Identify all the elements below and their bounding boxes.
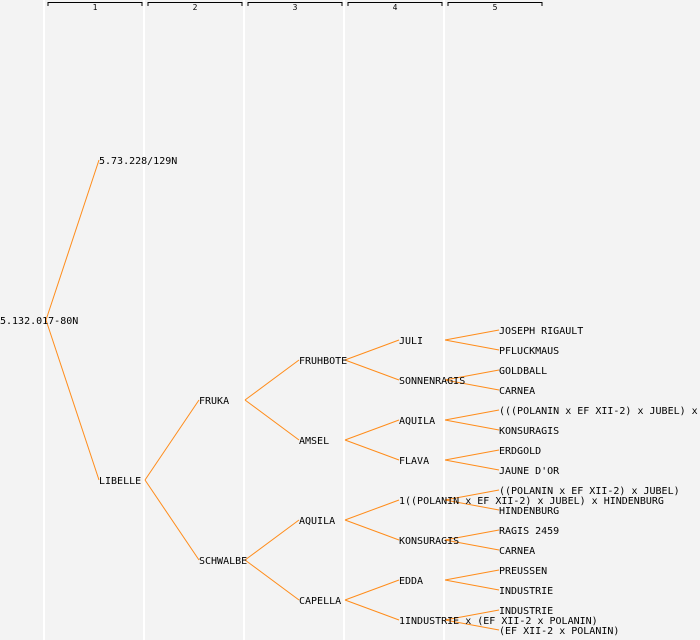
pedigree-edge: [244, 559, 300, 601]
node-label: FRUKA: [199, 396, 229, 407]
node-label: 5.132.017-80N: [0, 316, 78, 327]
node-label: KONSURAGIS: [399, 536, 459, 547]
node-label: RAGIS 2459: [499, 526, 559, 537]
pedigree-edge: [444, 369, 500, 381]
pedigree-edge: [444, 569, 500, 581]
node-label: KONSURAGIS: [499, 426, 559, 437]
pedigree-edge: [344, 339, 400, 361]
node-label: 1INDUSTRIE x (EF XII-2 x POLANIN): [399, 616, 598, 627]
node-label: GOLDBALL: [499, 366, 547, 377]
node-label: EDDA: [399, 576, 423, 587]
node-label: INDUSTRIE: [499, 606, 553, 617]
node-label: PFLUCKMAUS: [499, 346, 559, 357]
node-label: SCHWALBE: [199, 556, 247, 567]
pedigree-edge: [244, 399, 300, 441]
pedigree-edge: [45, 319, 100, 481]
generation-bracket: [347, 2, 443, 6]
node-label: 5.73.228/129N: [99, 156, 177, 167]
pedigree-edge: [344, 599, 400, 621]
generation-label: 4: [393, 3, 398, 12]
node-label: SONNENRAGIS: [399, 376, 465, 387]
pedigree-edge: [444, 489, 500, 501]
pedigree-edge: [244, 519, 300, 561]
node-label: JOSEPH RIGAULT: [499, 326, 583, 337]
node-label: LIBELLE: [99, 476, 141, 487]
node-label: ERDGOLD: [499, 446, 541, 457]
node-label: FLAVA: [399, 456, 429, 467]
node-label: JAUNE D'OR: [499, 466, 560, 477]
pedigree-edge: [444, 449, 500, 461]
pedigree-edge: [45, 159, 100, 321]
node-label: JULI: [399, 336, 423, 347]
node-label: INDUSTRIE: [499, 586, 553, 597]
pedigree-edge: [344, 519, 400, 541]
pedigree-edge: [444, 499, 500, 511]
pedigree-edge: [444, 409, 500, 421]
pedigree-edge: [344, 579, 400, 601]
node-label: 1((POLANIN x EF XII-2) x JUBEL) x HINDEN…: [399, 496, 664, 507]
pedigree-edge: [344, 419, 400, 441]
node-label: (EF XII-2 x POLANIN): [499, 626, 619, 637]
node-label: AQUILA: [299, 516, 335, 527]
generation-label: 3: [293, 3, 298, 12]
generation-label: 1: [93, 3, 98, 12]
pedigree-edge: [344, 359, 400, 381]
pedigree-edge: [444, 329, 500, 341]
pedigree-edge: [444, 379, 500, 391]
pedigree-edge: [244, 359, 300, 401]
pedigree-edge: [144, 479, 200, 561]
node-label: CARNEA: [499, 546, 535, 557]
node-label: (((POLANIN x EF XII-2) x JUBEL) x: [499, 406, 698, 417]
generation-bracket: [447, 2, 543, 6]
pedigree-edge: [444, 419, 500, 431]
pedigree-edge: [344, 439, 400, 461]
generation-bracket: [147, 2, 243, 6]
pedigree-edge: [344, 499, 400, 521]
pedigree-edge: [444, 459, 500, 471]
pedigree-edge: [444, 619, 500, 631]
node-label: CARNEA: [499, 386, 535, 397]
node-label: FRUHBOTE: [299, 356, 347, 367]
node-label: CAPELLA: [299, 596, 341, 607]
node-label: AQUILA: [399, 416, 435, 427]
generation-bracket: [247, 2, 343, 6]
node-label: ((POLANIN x EF XII-2) x JUBEL): [499, 486, 680, 497]
generation-label: 5: [493, 3, 498, 12]
pedigree-edge: [444, 539, 500, 551]
generation-bracket: [47, 2, 143, 6]
pedigree-edge: [444, 529, 500, 541]
pedigree-edge: [444, 579, 500, 591]
node-label: PREUSSEN: [499, 566, 547, 577]
generation-label: 2: [193, 3, 198, 12]
pedigree-edge: [444, 609, 500, 621]
pedigree-edge: [444, 339, 500, 351]
node-label: AMSEL: [299, 436, 329, 447]
pedigree-edge: [144, 399, 200, 481]
node-label: HINDENBURG: [499, 506, 559, 517]
